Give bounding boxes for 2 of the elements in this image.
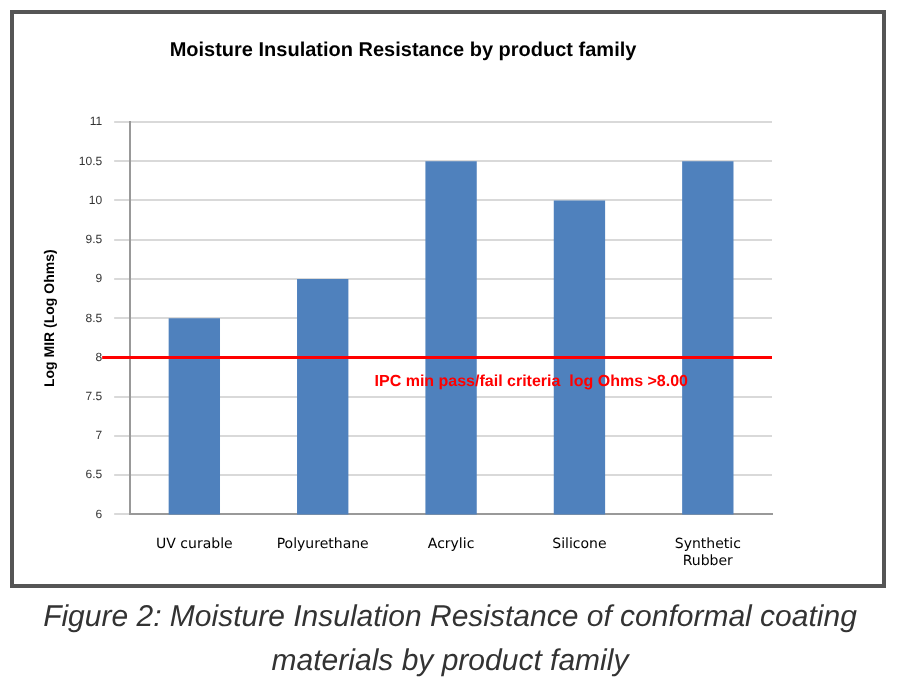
chart-title: Moisture Insulation Resistance by product family xyxy=(169,39,638,62)
caption: Figure 2: Moisture Insulation Resistance of conformal coating materials by product family xyxy=(41,598,859,682)
